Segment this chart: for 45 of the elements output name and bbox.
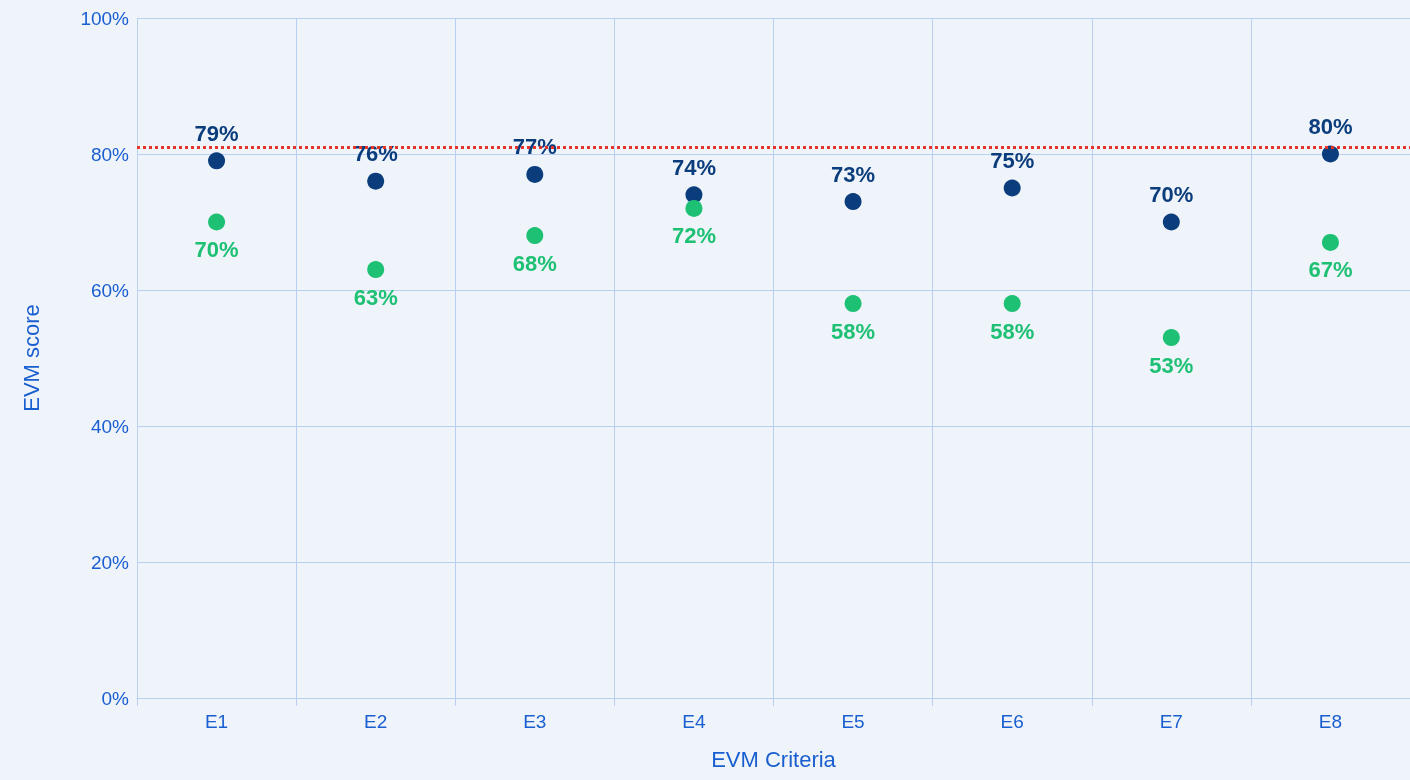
data-label: 74% [671, 154, 716, 180]
y-tick-label: 40% [90, 415, 130, 437]
data-label: 70% [1149, 182, 1194, 207]
data-label: 75% [990, 148, 1035, 173]
y-tick-label: 100% [80, 7, 130, 29]
data-label: 58% [990, 318, 1035, 344]
point [844, 295, 862, 313]
data-label: 79% [194, 120, 239, 146]
y-tick-label: 20% [90, 551, 130, 573]
point [1003, 295, 1021, 313]
x-tick-label: E6 [1000, 711, 1024, 732]
x-tick-label: E4 [682, 711, 706, 732]
data-label: 68% [512, 250, 557, 276]
y-axis-title: EVM score [18, 304, 44, 412]
point [685, 199, 703, 217]
point [367, 261, 385, 279]
y-tick-label: 80% [90, 143, 130, 165]
x-tick-label: E5 [841, 711, 865, 732]
data-label: 73% [831, 161, 876, 187]
x-tick-label: E3 [523, 711, 547, 732]
point [1321, 233, 1339, 251]
x-axis-title: EVM Criteria [711, 746, 837, 772]
y-tick-label: 60% [90, 279, 130, 301]
point [1162, 213, 1180, 231]
point [526, 165, 544, 183]
data-label: 67% [1308, 257, 1353, 283]
point [526, 227, 544, 245]
data-label: 53% [1149, 352, 1194, 378]
point [1162, 329, 1180, 347]
point [844, 193, 862, 211]
data-label: 80% [1308, 114, 1353, 139]
x-tick-label: E7 [1159, 711, 1183, 732]
x-tick-label: E8 [1318, 711, 1343, 732]
data-label: 72% [671, 223, 716, 249]
x-tick-label: E1 [204, 711, 229, 732]
point [208, 152, 226, 170]
point [208, 213, 226, 231]
y-tick-label: 0% [101, 687, 130, 709]
data-label: 63% [353, 284, 398, 310]
point [367, 172, 385, 190]
data-label: 70% [194, 237, 239, 262]
x-tick-label: E2 [364, 711, 388, 732]
point [1003, 179, 1021, 197]
point [1321, 145, 1339, 163]
data-label: 58% [831, 318, 876, 344]
